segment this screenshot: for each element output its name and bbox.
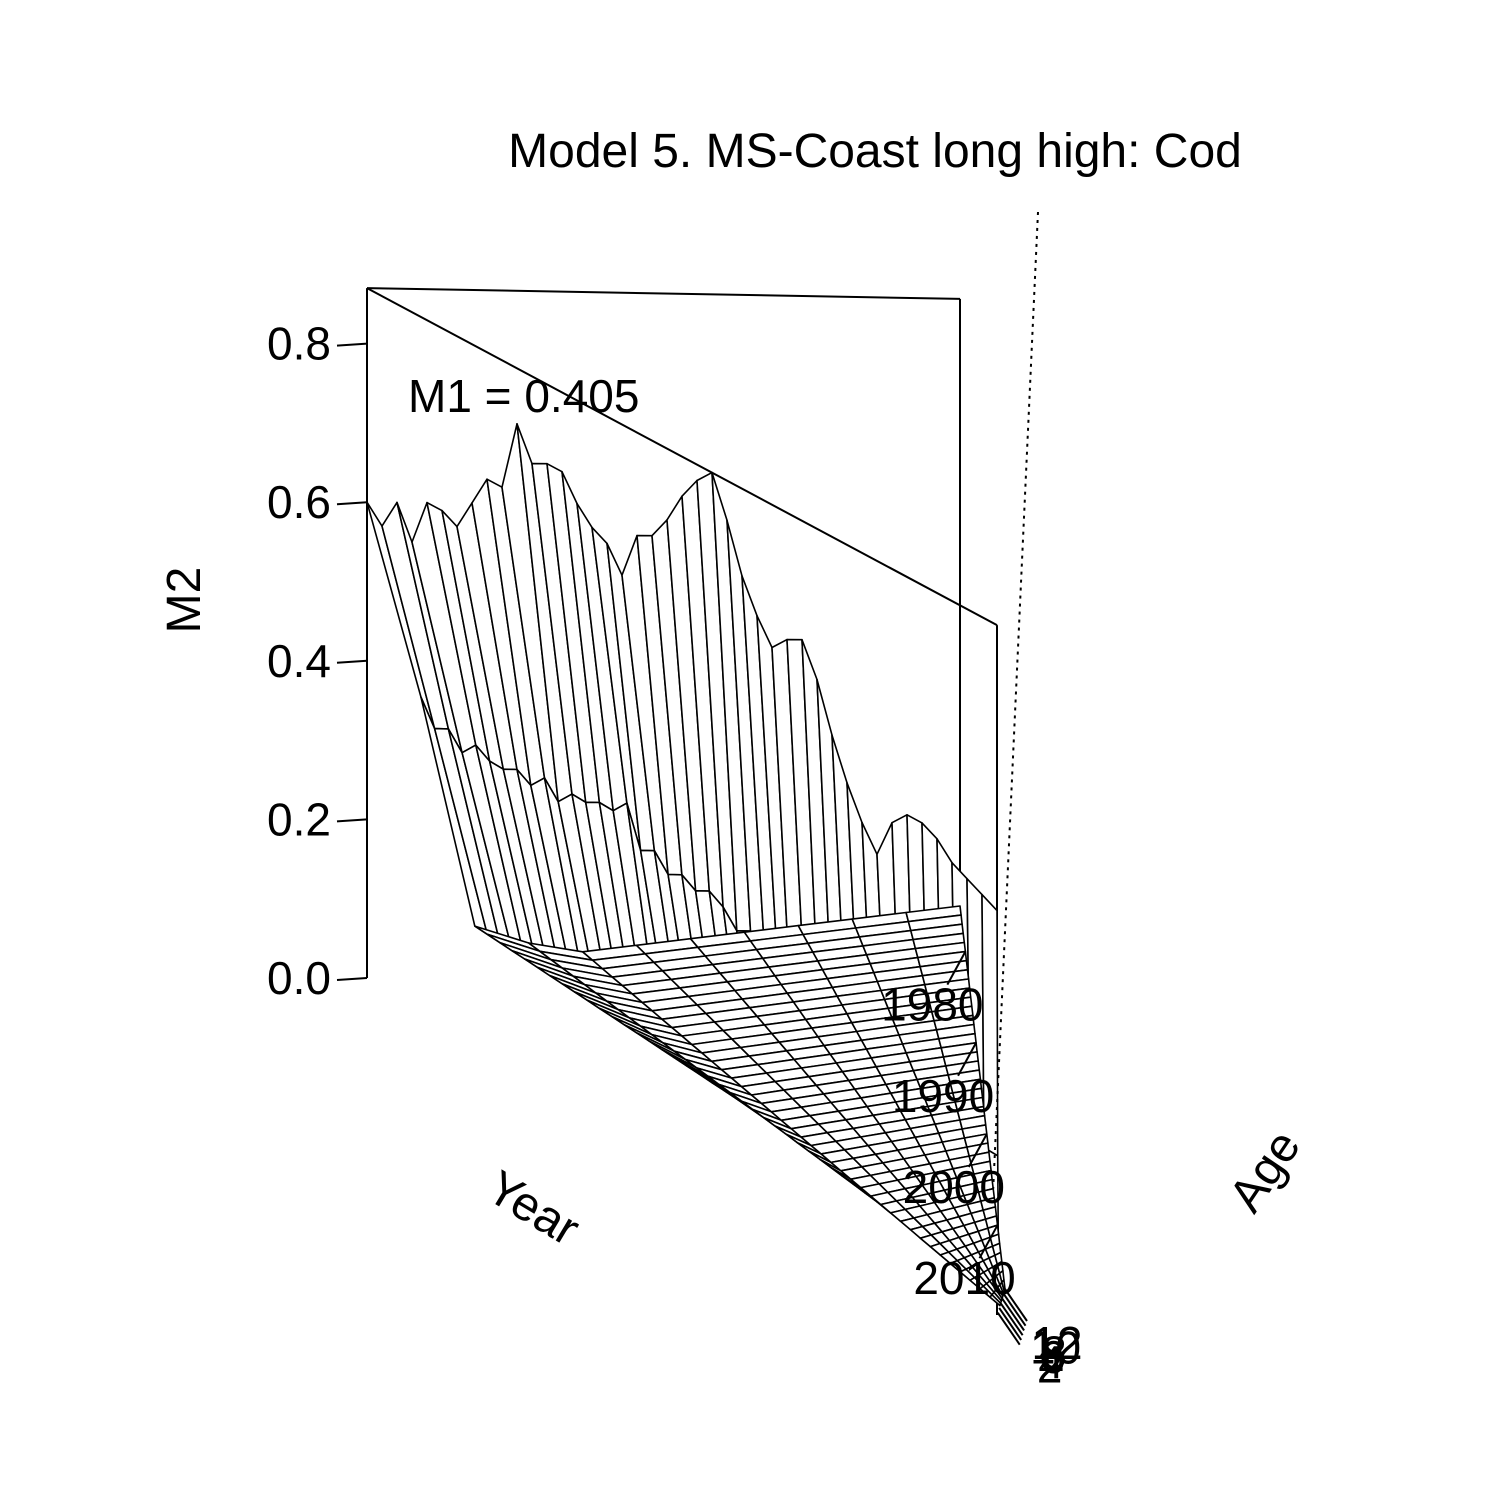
year-tick [978, 1224, 999, 1259]
box-edge-top-back [366, 287, 998, 626]
chart-title: Model 5. MS-Coast long high: Cod [508, 125, 1242, 178]
overlay-lines [992, 211, 1039, 1189]
age-tick-label: 6 [1040, 1331, 1066, 1383]
year-tick-label: 2010 [913, 1252, 1015, 1304]
year-tick-label: 1990 [892, 1070, 994, 1122]
z-tick [336, 818, 368, 823]
reference-dotted-line [992, 211, 1039, 1189]
z-tick-label: 0.4 [267, 635, 331, 687]
year-tick [967, 1133, 988, 1168]
z-tick [336, 977, 368, 981]
surface-mesh [366, 422, 1006, 1307]
age-tick [1004, 1288, 1028, 1322]
age-tick [1002, 1293, 1027, 1327]
z-tick [336, 342, 368, 347]
year-tick-label: 1980 [881, 979, 983, 1031]
age-tick-label: 4 [1038, 1336, 1064, 1388]
z-tick-label: 0.6 [267, 476, 331, 528]
z-tick-label: 0.8 [267, 318, 331, 370]
year-tick [957, 1042, 977, 1077]
z-tick [336, 659, 368, 664]
age-tick [999, 1302, 1024, 1336]
age-tick-label: 10 [1030, 1322, 1081, 1374]
x-axis-title: Year [478, 1161, 588, 1256]
box-edge-top-left [366, 287, 961, 300]
age-tick-label: 8 [1041, 1326, 1067, 1378]
y-axis-title: Age [1219, 1121, 1311, 1221]
age-tick [1001, 1297, 1025, 1332]
age-tick [996, 1312, 1021, 1346]
z-tick-label: 0.0 [267, 952, 331, 1004]
z-axis-title: M2 [158, 567, 211, 634]
age-tick-label: 12 [1031, 1317, 1082, 1369]
year-tick-label: 2000 [903, 1161, 1005, 1213]
z-tick-label: 0.2 [267, 793, 331, 845]
year-tick [946, 951, 967, 986]
m1-annotation: M1 = 0.405 [408, 370, 639, 422]
age-tick-label: 2 [1037, 1341, 1063, 1393]
z-tick [336, 501, 368, 506]
age-tick [998, 1307, 1023, 1341]
